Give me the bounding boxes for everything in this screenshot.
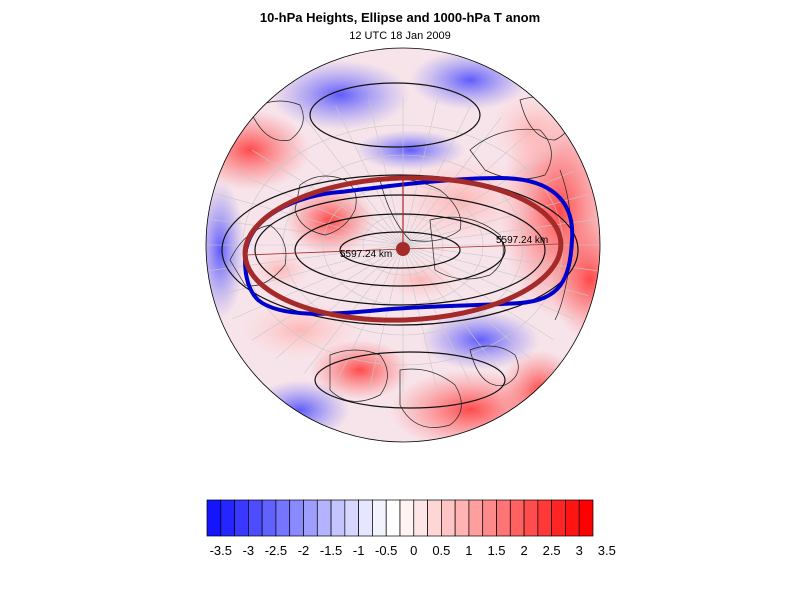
colorbar-box: [399, 499, 415, 537]
right-axis-label: 5597.24 km: [496, 235, 548, 246]
colorbar-box: [551, 499, 566, 537]
map-subtitle: 12 UTC 18 Jan 2009: [349, 30, 451, 42]
colorbar-box: [385, 499, 401, 537]
colorbar-label: -1: [353, 543, 365, 558]
colorbar-box: [427, 499, 442, 537]
colorbar-box: [330, 499, 346, 537]
colorbar-box: [206, 499, 222, 537]
height-contours: [221, 82, 579, 409]
colorbar-label: 2: [520, 543, 527, 558]
colorbar-box: [496, 499, 511, 537]
colorbar-label: 0.5: [432, 543, 450, 558]
colorbar-label: 1.5: [487, 543, 505, 558]
colorbar-label: -1.5: [320, 543, 342, 558]
colorbar-box: [220, 499, 235, 537]
colorbar-label: 0: [410, 543, 417, 558]
colorbar-box: [289, 499, 304, 537]
colorbar-box: [441, 499, 456, 537]
colorbar-label: 2.5: [543, 543, 561, 558]
colorbar-box: [316, 499, 332, 537]
colorbar-box: [413, 499, 428, 537]
colorbar-label: -2: [298, 543, 310, 558]
colorbar-box: [537, 499, 552, 537]
ellipse-centroid: [396, 242, 410, 256]
vortex-ellipse: [242, 175, 564, 323]
colorbar-label: 1: [465, 543, 472, 558]
colorbar-box: [344, 499, 359, 537]
colorbar-box: [468, 499, 484, 537]
colorbar-boxes: [206, 499, 594, 537]
colorbar-labels: -3.5 -3 -2.5 -2 -1.5 -1 -0.5 0 0.5 1 1.5 2 2.5 3 3.5: [210, 543, 616, 558]
colorbar-box: [234, 499, 249, 537]
colorbar-box: [358, 499, 373, 537]
left-axis-label: 5597.24 km: [340, 249, 392, 260]
colorbar-box: [509, 499, 525, 537]
colorbar-box: [261, 499, 277, 537]
colorbar-box: [578, 499, 594, 537]
ellipse-major-axis-right: [402, 243, 561, 250]
colorbar-box: [482, 499, 497, 537]
colorbar-label: -3: [243, 543, 255, 558]
vortex-edge-contour: [242, 175, 575, 316]
colorbar-label: -0.5: [375, 543, 397, 558]
colorbar-box: [248, 499, 263, 537]
colorbar-label: -2.5: [265, 543, 287, 558]
colorbar-box: [454, 499, 470, 537]
colorbar-box: [275, 499, 291, 537]
ellipse-major-axis-left: [245, 248, 404, 256]
globe-outline: [205, 47, 601, 443]
colorbar-label: 3.5: [598, 543, 616, 558]
colorbar-label: 3: [576, 543, 583, 558]
colorbar-box: [372, 499, 387, 537]
map-title: 10-hPa Heights, Ellipse and 1000-hPa T a…: [259, 10, 541, 25]
colorbar-box: [565, 499, 580, 537]
colorbar-box: [303, 499, 318, 537]
colorbar-label: -3.5: [210, 543, 232, 558]
colorbar-box: [523, 499, 539, 537]
